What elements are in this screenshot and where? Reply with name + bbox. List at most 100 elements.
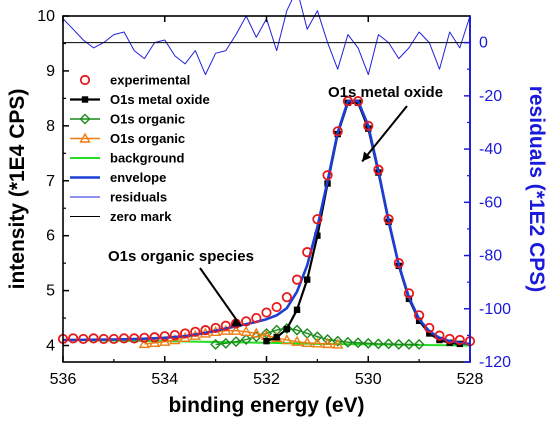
data-point [393, 338, 405, 350]
y-tick-label: 5 [46, 283, 55, 300]
series-experimental [57, 96, 476, 347]
legend-label: O1s organic [110, 131, 185, 146]
data-point [240, 325, 252, 336]
legend-label: residuals [110, 190, 167, 205]
data-point [321, 337, 334, 349]
legend-entry: envelope [70, 170, 166, 185]
legend-label: O1s metal oxide [110, 92, 210, 107]
data-point [352, 337, 364, 349]
data-point [78, 333, 89, 345]
data-point [322, 170, 333, 181]
annotation-arrow [361, 105, 408, 163]
x-tick-label: 530 [355, 371, 382, 388]
legend-label: zero mark [110, 209, 172, 224]
series-envelope [62, 99, 471, 346]
data-point [200, 325, 211, 336]
series-line [62, 99, 471, 346]
x-axis-title: binding energy (eV) [168, 394, 364, 417]
data-point [250, 327, 263, 338]
legend-marker [79, 113, 91, 125]
series-residuals [62, 0, 471, 76]
data-point [414, 310, 425, 321]
data-point [373, 164, 384, 175]
y-axis-title: intensity (*1E4 CPS) [6, 89, 29, 290]
y2-tick-label: -120 [479, 354, 511, 371]
data-point [383, 338, 395, 350]
y2-tick-label: -60 [479, 194, 502, 211]
data-point [403, 288, 415, 299]
data-point [263, 337, 270, 345]
y2-tick-label: -20 [479, 88, 502, 105]
data-point [311, 337, 324, 348]
data-point [148, 336, 161, 347]
y-tick-label: 7 [46, 173, 55, 190]
data-point [230, 336, 242, 348]
data-point [129, 333, 140, 344]
data-point [383, 214, 394, 225]
data-point [88, 333, 99, 344]
data-point [311, 331, 323, 343]
data-point [271, 301, 282, 313]
data-point [190, 326, 201, 337]
data-point [403, 338, 415, 350]
data-point [241, 316, 252, 327]
y-tick-label: 4 [46, 338, 55, 355]
data-point [139, 332, 150, 343]
data-point [240, 333, 252, 345]
legend-label: background [110, 151, 184, 166]
y2-tick-label: -80 [479, 248, 502, 265]
data-point [273, 334, 280, 341]
data-point [283, 325, 291, 333]
data-point [293, 306, 301, 314]
legend-entry: zero mark [70, 209, 172, 224]
data-point [220, 337, 232, 349]
data-point [230, 324, 242, 335]
annotation-metal-oxide: O1s metal oxide [328, 84, 443, 101]
data-point [434, 330, 445, 341]
data-point [332, 335, 344, 347]
legend-marker [79, 74, 91, 86]
data-point [159, 335, 171, 346]
series-o1s-organic [210, 323, 425, 350]
data-point [68, 333, 79, 344]
legend-label: experimental [110, 73, 190, 88]
data-point [159, 331, 170, 342]
data-point [342, 336, 354, 348]
y-tick-label: 6 [46, 228, 55, 245]
data-point [251, 312, 262, 324]
data-point [454, 334, 465, 346]
series-layer [57, 0, 476, 350]
data-point [302, 247, 313, 258]
data-point [180, 328, 191, 339]
annotation-arrow [199, 267, 242, 327]
arrowhead [231, 318, 242, 327]
x-tick-label: 532 [253, 371, 280, 388]
annotation-organic-species: O1s organic species [108, 248, 254, 265]
data-point [301, 327, 313, 339]
y-tick-label: 10 [37, 8, 55, 25]
annotations: O1s metal oxide O1s organic species [108, 84, 443, 327]
data-point [332, 338, 344, 349]
data-point [352, 96, 364, 107]
y2-tick-label: 0 [479, 35, 488, 52]
series-o1s-metal-oxide [263, 99, 464, 348]
data-point [372, 338, 384, 350]
data-point [118, 333, 130, 344]
legend-entry: O1s organic [70, 131, 185, 146]
data-point [98, 333, 109, 345]
data-point [281, 292, 292, 303]
legend: experimental O1s metal oxide O1s organic O1… [70, 73, 210, 224]
y2-tick-label: -100 [479, 301, 511, 318]
data-point [210, 338, 222, 350]
data-point [261, 307, 272, 318]
legend-entry: experimental [79, 73, 190, 88]
x-tick-label: 528 [457, 371, 484, 388]
legend-entry: residuals [70, 190, 167, 205]
legend-entry: O1s organic [70, 112, 185, 127]
x-tick-label: 534 [151, 371, 178, 388]
legend-marker [79, 132, 91, 143]
data-point [426, 330, 433, 337]
arrowhead [362, 151, 372, 162]
data-point [291, 335, 303, 346]
